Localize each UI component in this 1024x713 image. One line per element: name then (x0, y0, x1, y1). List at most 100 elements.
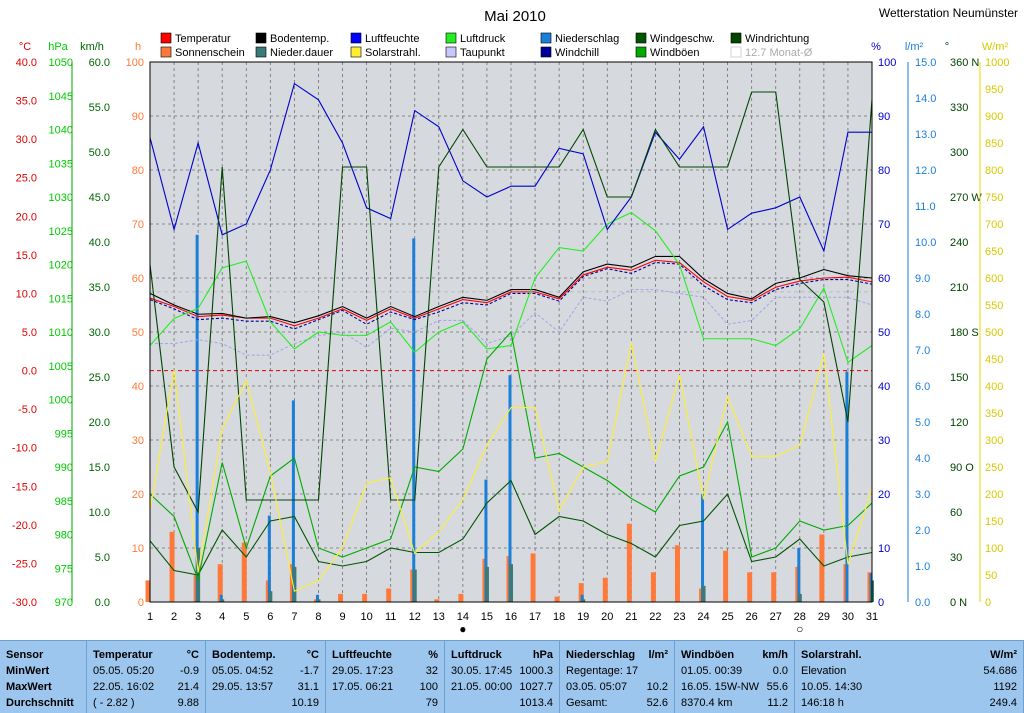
bar-sonnenschein (338, 593, 344, 602)
legend-swatch (540, 32, 552, 44)
legend-swatch (445, 32, 457, 44)
axis-tick-direction: 120 (950, 417, 968, 429)
x-tick-label: 22 (649, 611, 661, 623)
bar-niederdauer (484, 566, 489, 602)
axis-tick-pressure: 1000 (49, 395, 73, 407)
axis-tick-solar: 550 (985, 300, 1003, 312)
bar-sonnenschein (747, 572, 753, 602)
x-tick-label: 14 (457, 611, 469, 623)
bar-niederdauer (701, 585, 706, 602)
stats-cell-value: -0.9 (180, 665, 199, 677)
axis-tick-humidity: 40 (878, 381, 890, 393)
x-tick-label: 21 (625, 611, 637, 623)
moon-phase-marker: ● (459, 622, 466, 636)
stats-row-labels: Sensor MinWert MaxWert Durchschnitt (0, 641, 87, 713)
axis-tick-solar: 950 (985, 84, 1003, 96)
axis-tick-temp: 30.0 (16, 134, 37, 146)
axis-tick-temp: -15.0 (12, 481, 37, 493)
bar-niederdauer (292, 566, 297, 602)
stats-cell-label: 17.05. 06:21 (332, 681, 394, 693)
axis-tick-solar: 50 (985, 570, 997, 582)
axis-tick-hours: 70 (132, 219, 144, 231)
stats-cell-label: 21.05. 00:00 (451, 681, 513, 693)
axis-tick-temp: -25.0 (12, 558, 37, 570)
axis-tick-rain: 12.0 (915, 165, 936, 177)
x-tick-label: 24 (697, 611, 709, 623)
axis-tick-solar: 850 (985, 138, 1003, 150)
bar-sonnenschein (458, 593, 464, 602)
axis-tick-pressure: 975 (55, 563, 73, 575)
chart-title: Mai 2010 (484, 8, 546, 25)
stats-column: Bodentemp. °C 05.05. 04:52 -1.7 29.05. 13:57… (206, 641, 326, 713)
stats-column-unit: °C (306, 649, 319, 661)
bar-niederdauer (268, 591, 273, 602)
axis-unit-direction: ° (945, 41, 949, 53)
x-tick-label: 20 (601, 611, 613, 623)
stats-column-title: Bodentemp. (212, 649, 276, 661)
bar-niederdauer (797, 593, 802, 602)
legend-label: Luftfeuchte (365, 33, 419, 45)
stats-cell-value: 100 (419, 681, 438, 693)
axis-tick-temp: -20.0 (12, 520, 37, 532)
axis-tick-solar: 250 (985, 462, 1003, 474)
axis-tick-wind: 25.0 (89, 372, 110, 384)
axis-tick-direction: 60 (950, 507, 962, 519)
legend-swatch (255, 32, 267, 44)
axis-unit-wind: km/h (80, 41, 104, 53)
x-tick-label: 25 (721, 611, 733, 623)
axis-tick-pressure: 995 (55, 428, 73, 440)
x-tick-label: 5 (243, 611, 249, 623)
axis-tick-direction: 180 S (950, 327, 979, 339)
stats-cell-label: 146:18 h (801, 697, 844, 709)
axis-tick-humidity: 70 (878, 219, 890, 231)
axis-tick-humidity: 30 (878, 435, 890, 447)
stats-cell-value: 55.6 (766, 681, 788, 693)
bar-niederschlag (219, 594, 223, 602)
x-tick-label: 4 (219, 611, 225, 623)
statistics-panel: Sensor MinWert MaxWert Durchschnitt Temperat… (0, 640, 1024, 713)
axis-tick-direction: 330 (950, 102, 968, 114)
axis-tick-humidity: 100 (878, 57, 896, 69)
axis-tick-wind: 50.0 (89, 147, 110, 159)
bar-sonnenschein (434, 599, 440, 602)
axis-tick-direction: 300 (950, 147, 968, 159)
stats-column-title: Niederschlag (566, 649, 636, 661)
bar-sonnenschein (771, 572, 777, 602)
stats-cell-label: 05.05. 05:20 (93, 665, 155, 677)
axis-tick-humidity: 20 (878, 489, 890, 501)
axis-tick-hours: 80 (132, 165, 144, 177)
axis-tick-temp: 15.0 (16, 250, 37, 262)
x-tick-label: 7 (291, 611, 297, 623)
bar-sonnenschein (626, 523, 632, 602)
axis-tick-direction: 210 (950, 282, 968, 294)
stats-cell-label: 01.05. 00:39 (681, 665, 743, 677)
stats-column: Luftdruck hPa 30.05. 17:45 1000.3 21.05. 00:… (445, 641, 560, 713)
x-tick-label: 16 (505, 611, 517, 623)
axis-tick-rain: 15.0 (915, 57, 936, 69)
legend-swatch (540, 46, 552, 58)
axis-tick-pressure: 1030 (49, 192, 73, 204)
stats-cell-label: 10.05. 14:30 (801, 681, 863, 693)
bar-niederschlag (267, 515, 271, 602)
stats-cell-value: 1192 (993, 681, 1017, 693)
axis-tick-temp: 10.0 (16, 288, 37, 300)
bar-niederschlag (580, 594, 584, 602)
x-tick-label: 26 (746, 611, 758, 623)
stats-cell-value: 249.4 (989, 697, 1017, 709)
stats-cell-value: 79 (425, 697, 438, 709)
axis-tick-hours: 0 (138, 597, 144, 609)
axis-tick-humidity: 60 (878, 273, 890, 285)
axis-tick-hours: 30 (132, 435, 144, 447)
stats-column-title: Windböen (681, 649, 735, 661)
axis-tick-temp: -5.0 (18, 404, 37, 416)
axis-tick-solar: 200 (985, 489, 1003, 501)
stats-cell-value: 31.1 (297, 681, 319, 693)
series-windchill (149, 262, 873, 330)
legend-swatch (730, 46, 742, 58)
stats-cell-value: 52.6 (646, 697, 668, 709)
axis-tick-pressure: 970 (55, 597, 73, 609)
x-tick-label: 10 (360, 611, 372, 623)
x-tick-label: 30 (842, 611, 854, 623)
axis-tick-rain: 5.0 (915, 417, 930, 429)
axis-tick-solar: 350 (985, 408, 1003, 420)
